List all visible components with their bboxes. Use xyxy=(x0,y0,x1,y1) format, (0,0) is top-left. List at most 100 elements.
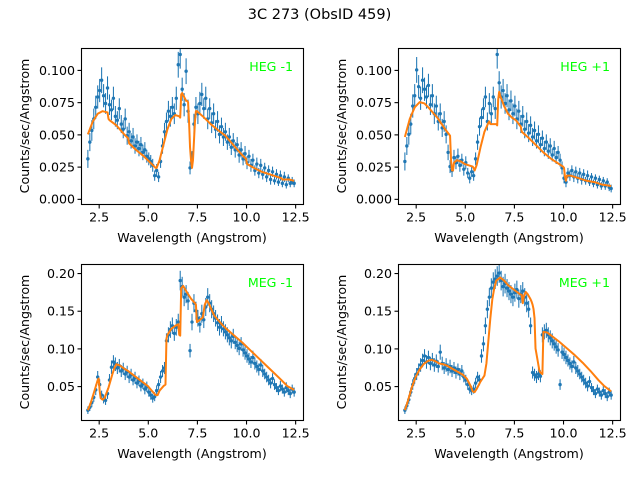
data-point xyxy=(152,173,157,178)
data-point xyxy=(276,388,281,393)
data-point xyxy=(261,369,265,373)
data-point xyxy=(129,139,133,143)
data-point xyxy=(239,148,243,152)
data-point xyxy=(495,274,499,278)
data-point xyxy=(139,384,143,388)
data-point xyxy=(231,139,235,143)
data-point xyxy=(534,375,539,379)
data-point xyxy=(200,92,204,97)
data-point xyxy=(176,63,180,67)
x-tick-label: 2.5 xyxy=(406,210,426,225)
x-tick-label: 10.0 xyxy=(233,426,261,441)
y-axis-label: Counts/sec/Angstrom xyxy=(17,59,32,194)
data-point xyxy=(436,364,440,369)
data-point xyxy=(428,103,433,107)
data-point xyxy=(473,157,478,161)
data-point xyxy=(595,387,600,391)
data-point xyxy=(292,181,296,186)
data-point xyxy=(147,390,151,394)
data-point xyxy=(407,132,411,137)
data-point xyxy=(497,271,501,275)
data-point xyxy=(509,292,513,296)
data-series-errorbar xyxy=(403,48,613,193)
model-curve xyxy=(86,92,295,182)
data-point xyxy=(202,318,206,322)
data-point xyxy=(485,307,490,311)
data-point xyxy=(491,95,495,99)
data-point xyxy=(414,68,419,72)
data-point xyxy=(505,94,509,98)
data-point xyxy=(528,123,533,128)
data-point xyxy=(288,181,292,186)
data-point xyxy=(524,119,529,124)
data-point xyxy=(211,112,216,116)
data-point xyxy=(272,179,277,183)
x-tick-label: 12.5 xyxy=(282,210,310,225)
data-point xyxy=(251,158,255,162)
data-point xyxy=(119,122,123,126)
data-point xyxy=(544,328,549,333)
data-point xyxy=(162,130,167,134)
data-point xyxy=(501,88,505,93)
data-point xyxy=(574,170,578,174)
data-point xyxy=(532,373,537,377)
data-point xyxy=(103,101,108,106)
data-point xyxy=(552,342,556,346)
data-point xyxy=(141,150,145,155)
data-point xyxy=(558,158,562,162)
data-point xyxy=(270,170,275,174)
data-point xyxy=(198,322,202,326)
data-point xyxy=(546,149,550,153)
y-axis-label: Counts/sec/Angstrom xyxy=(334,59,349,194)
data-point xyxy=(86,157,90,161)
data-point xyxy=(517,296,521,301)
data-point xyxy=(460,369,464,373)
data-point xyxy=(266,378,271,382)
model-curve xyxy=(403,276,612,411)
data-point xyxy=(168,114,173,119)
data-point xyxy=(589,175,594,179)
data-point xyxy=(143,148,147,152)
data-point xyxy=(278,384,283,388)
data-point xyxy=(292,390,296,394)
panel-annotation: MEG -1 xyxy=(248,275,293,290)
data-point xyxy=(261,172,265,177)
data-point xyxy=(452,155,456,160)
panel-grid: 2.5 5.0 7.5 10.0 12.5 0.000 0.025 0.050 0.075 0.1… xyxy=(17,47,627,461)
data-point xyxy=(207,106,212,111)
data-point xyxy=(241,348,245,352)
data-point xyxy=(526,131,531,135)
data-point xyxy=(505,286,509,290)
data-point xyxy=(524,301,529,305)
data-point xyxy=(288,391,292,396)
panel-bottom-left: 2.5 5.0 7.5 10.0 12.5 0.05 0.10 0.15 0.20 Wavelen… xyxy=(17,263,310,461)
data-point xyxy=(479,115,484,120)
data-point xyxy=(534,139,539,143)
data-point xyxy=(538,142,543,147)
data-point xyxy=(438,350,442,354)
data-point xyxy=(536,132,541,137)
y-tick-label: 0.20 xyxy=(364,266,392,281)
data-point xyxy=(523,127,527,131)
data-point xyxy=(581,172,586,177)
data-point xyxy=(255,162,259,166)
data-point xyxy=(468,176,472,180)
data-point xyxy=(442,366,446,370)
data-point xyxy=(574,366,578,370)
data-point xyxy=(471,173,476,178)
data-point xyxy=(578,372,582,376)
data-point xyxy=(562,352,566,357)
data-point xyxy=(280,181,285,186)
data-point xyxy=(111,360,116,364)
data-point xyxy=(507,289,511,293)
data-point xyxy=(599,393,604,397)
data-point xyxy=(223,130,228,134)
x-axis-label: Wavelength (Angstrom) xyxy=(117,446,267,461)
data-point xyxy=(544,140,549,144)
data-point xyxy=(413,94,417,98)
x-tick-label: 7.5 xyxy=(187,426,207,441)
data-point xyxy=(280,387,285,391)
data-point xyxy=(446,150,450,155)
data-point xyxy=(225,140,230,144)
data-point xyxy=(550,153,554,157)
